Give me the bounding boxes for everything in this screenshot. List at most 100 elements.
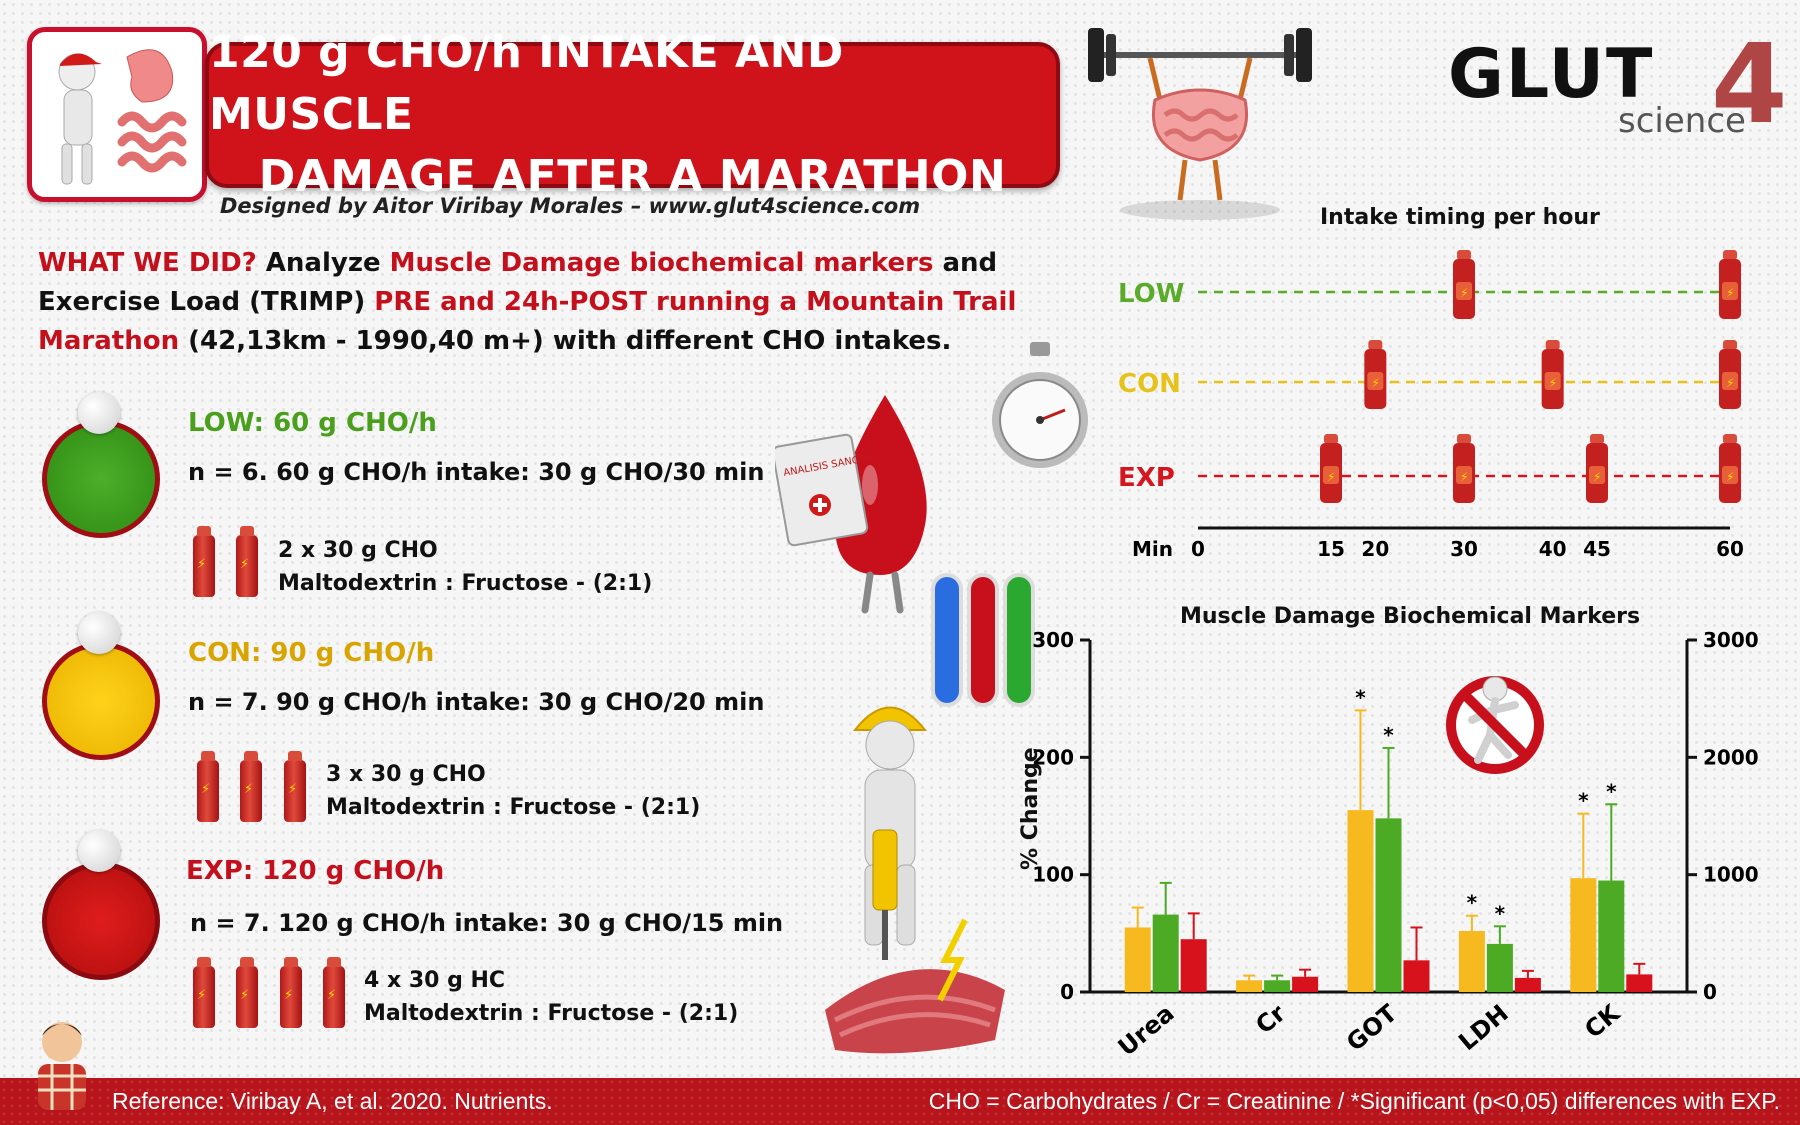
bar-got	[1375, 818, 1402, 992]
category-label: Urea	[1113, 999, 1180, 1061]
bar-cr	[1264, 980, 1291, 992]
exp-group-title: EXP: 120 g CHO/h	[186, 856, 445, 886]
gel-intake-marker: ⚡	[1453, 250, 1475, 319]
low-gel-ratio: Maltodextrin : Fructose - (2:1)	[278, 571, 653, 596]
bar-ldh	[1458, 930, 1485, 992]
significance-marker: *	[1383, 723, 1394, 747]
what-we-did-highlight-1: Muscle Damage biochemical markers	[389, 248, 934, 278]
gel-bottle-icon	[236, 957, 258, 1028]
bar-urea	[1124, 927, 1151, 992]
significance-marker: *	[1467, 891, 1478, 915]
gel-intake-marker: ⚡	[1586, 434, 1608, 503]
timing-tick-label: 15	[1317, 537, 1345, 561]
glut4science-logo: GLUT 4 science	[1448, 29, 1788, 145]
exp-runner-head-icon	[78, 830, 120, 872]
test-tubes-icon	[931, 573, 1035, 707]
gel-bottle-icon	[280, 957, 302, 1028]
significance-marker: *	[1578, 789, 1589, 813]
low-group-runner-icon	[42, 420, 160, 538]
gel-bottle-icon	[193, 957, 215, 1028]
what-we-did-lead: WHAT WE DID?	[38, 248, 257, 278]
coach-stomach-illustration	[58, 49, 187, 185]
no-running-sign-icon	[1446, 676, 1544, 774]
footer-abbreviations: CHO = Carbohydrates / Cr = Creatinine / …	[928, 1088, 1780, 1114]
y2-tick-label: 0	[1703, 980, 1717, 1004]
exp-group-runner-icon	[42, 862, 160, 980]
timing-tick-label: 45	[1583, 537, 1611, 561]
timing-row-label-con: CON	[1118, 369, 1181, 399]
gel-bottle-icon	[193, 526, 215, 597]
bar-chart-title: Muscle Damage Biochemical Markers	[1180, 604, 1641, 629]
bar-urea	[1152, 914, 1179, 992]
timing-tick-label: 60	[1716, 537, 1744, 561]
what-we-did-text-1: Analyze	[256, 248, 390, 278]
y-tick-label: 0	[1060, 980, 1074, 1004]
gel-bottle-icon	[323, 957, 345, 1028]
svg-text:⚡: ⚡	[1549, 376, 1557, 390]
svg-text:⚡: ⚡	[1327, 470, 1335, 484]
con-group-title: CON: 90 g CHO/h	[188, 638, 435, 668]
bar-got	[1347, 810, 1374, 992]
y-tick-label: 100	[1032, 863, 1074, 887]
bar-ldh	[1486, 943, 1513, 992]
jackhammer-worker-illustration	[825, 706, 1005, 1054]
title-line-2: DAMAGE AFTER A MARATHON	[258, 151, 1007, 202]
gel-intake-marker: ⚡	[1541, 340, 1564, 409]
low-gel-info: 2 x 30 g CHO Maltodextrin : Fructose - (…	[278, 534, 652, 600]
y2-tick-label: 3000	[1703, 628, 1759, 652]
gel-intake-marker: ⚡	[1719, 250, 1741, 319]
exp-group-description: n = 7. 120 g CHO/h intake: 30 g CHO/15 m…	[190, 909, 784, 937]
intake-timing-chart: LOW ⚡ ⚡ CON ⚡ ⚡ ⚡ EXP ⚡ ⚡ ⚡ ⚡ Min 0 15 20 30 40 45 60	[1118, 250, 1744, 561]
con-gel-info: 3 x 30 g CHO Maltodextrin : Fructose - (…	[326, 758, 700, 824]
con-gel-ratio: Maltodextrin : Fructose - (2:1)	[326, 795, 701, 820]
what-we-did-text-2: and Exercise Load (TRIMP)	[38, 248, 998, 317]
timing-row-label-exp: EXP	[1118, 463, 1175, 493]
category-label: Cr	[1250, 999, 1291, 1039]
con-group-runner-icon	[42, 642, 160, 760]
svg-text:⚡: ⚡	[1371, 376, 1379, 390]
significance-marker: *	[1355, 685, 1366, 709]
svg-text:⚡: ⚡	[1593, 470, 1601, 484]
gel-intake-marker: ⚡	[1364, 340, 1387, 409]
svg-text:⚡: ⚡	[1460, 470, 1468, 484]
significance-marker: *	[1606, 779, 1617, 803]
bar-y-axis-label: % Change	[1018, 747, 1043, 870]
title-banner: 120 g CHO/h INTAKE AND MUSCLE DAMAGE AFT…	[205, 27, 1060, 202]
bar-ck	[1598, 880, 1625, 992]
y2-tick-label: 1000	[1703, 863, 1759, 887]
bar-urea	[1180, 939, 1207, 992]
gel-bottle-icon	[197, 751, 219, 822]
bar-got	[1403, 960, 1430, 992]
blood-drop-doctor-illustration: ANALISIS SANGRE	[775, 395, 927, 614]
timing-tick-label: 20	[1361, 537, 1389, 561]
y-tick-label: 200	[1032, 745, 1074, 769]
gel-intake-marker: ⚡	[1719, 434, 1741, 503]
what-we-did-highlight-2: PRE and 24h-POST running a Mountain Trai…	[38, 287, 1017, 356]
con-gel-amount: 3 x 30 g CHO	[326, 762, 486, 787]
bar-ck	[1570, 878, 1597, 992]
author-avatar	[38, 1022, 86, 1110]
stopwatch-icon	[992, 342, 1088, 468]
gel-intake-marker: ⚡	[1719, 340, 1741, 409]
footer-reference: Reference: Viribay A, et al. 2020. Nutri…	[112, 1088, 553, 1114]
bar-ck	[1626, 974, 1653, 992]
gel-intake-marker: ⚡	[1453, 434, 1475, 503]
title-line-1: 120 g CHO/h INTAKE AND MUSCLE	[209, 27, 844, 140]
timing-tick-label: 0	[1191, 537, 1205, 561]
category-label: GOT	[1341, 999, 1403, 1057]
gel-bottle-icon	[236, 526, 258, 597]
timing-tick-label: 40	[1539, 537, 1567, 561]
y2-tick-label: 2000	[1703, 745, 1759, 769]
what-we-did-paragraph: WHAT WE DID? Analyze Muscle Damage bioch…	[38, 244, 1038, 361]
logo-glut-text: GLUT	[1448, 35, 1655, 114]
low-group-description: n = 6. 60 g CHO/h intake: 30 g CHO/30 mi…	[188, 458, 765, 486]
category-label: LDH	[1453, 999, 1513, 1056]
bar-ldh	[1514, 977, 1541, 992]
logo-four-text: 4	[1711, 20, 1788, 148]
low-gel-amount: 2 x 30 g CHO	[278, 538, 438, 563]
designer-credit: Designed by Aitor Viribay Morales – www.…	[220, 194, 921, 218]
exp-gel-ratio: Maltodextrin : Fructose - (2:1)	[364, 1001, 739, 1026]
intestine-weightlifter-illustration	[1088, 28, 1312, 220]
footer-bar: Reference: Viribay A, et al. 2020. Nutri…	[0, 1078, 1800, 1125]
